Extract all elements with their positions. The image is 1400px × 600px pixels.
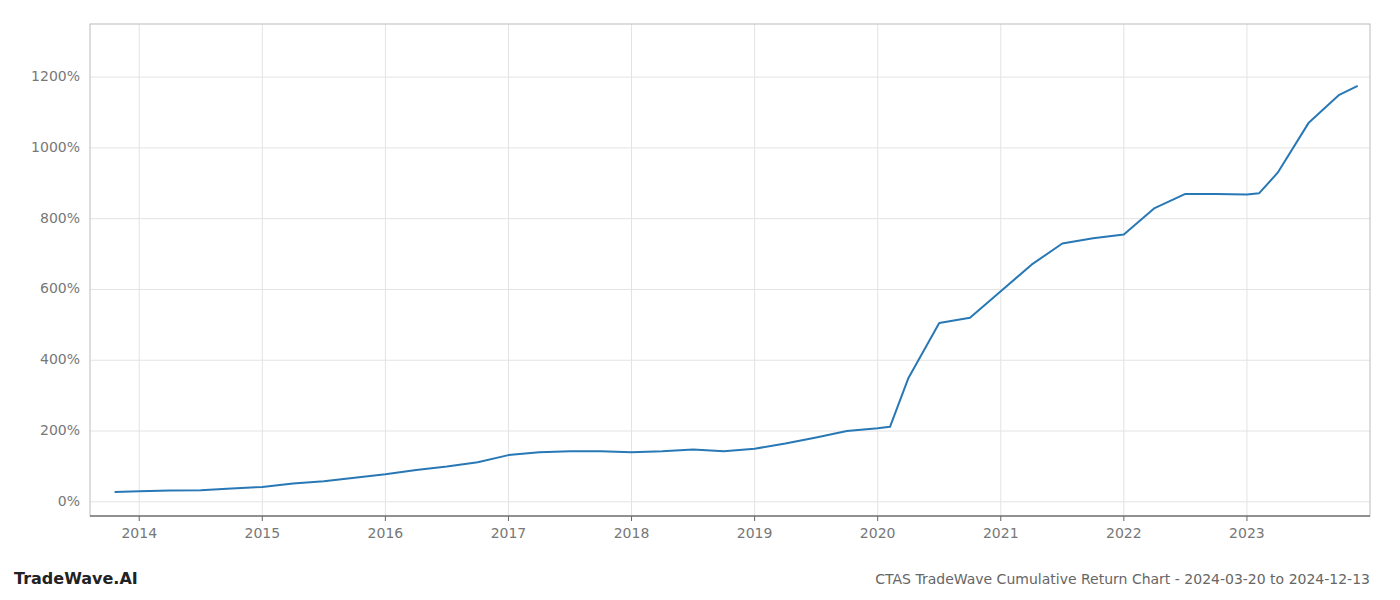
grid-line xyxy=(262,24,263,516)
tick-mark xyxy=(139,516,140,521)
tick-label: 2015 xyxy=(244,525,280,541)
grid-line xyxy=(90,147,1370,148)
grid-line xyxy=(1000,24,1001,516)
tick-mark xyxy=(1246,516,1247,521)
tick-label: 2023 xyxy=(1229,525,1265,541)
tick-mark xyxy=(1123,516,1124,521)
tick-mark xyxy=(631,516,632,521)
tick-mark xyxy=(754,516,755,521)
grid-line xyxy=(90,218,1370,219)
tick-mark xyxy=(1000,516,1001,521)
grid-line xyxy=(1246,24,1247,516)
grid-line xyxy=(90,501,1370,502)
grid-line xyxy=(1123,24,1124,516)
plot-frame xyxy=(90,24,1370,516)
grid-line xyxy=(90,431,1370,432)
grid-line xyxy=(139,24,140,516)
watermark: TradeWave.AI xyxy=(14,569,138,588)
tick-label: 2018 xyxy=(614,525,650,541)
tick-label: 2017 xyxy=(491,525,527,541)
grid-line xyxy=(90,289,1370,290)
tick-label: 800% xyxy=(40,210,80,226)
tick-label: 2021 xyxy=(983,525,1019,541)
tick-label: 600% xyxy=(40,280,80,296)
tick-mark xyxy=(385,516,386,521)
tick-label: 2019 xyxy=(737,525,773,541)
series xyxy=(115,86,1358,492)
axes: 0% 200% 400% 600% 800% 1000% 1200% 2014 2015 2016… xyxy=(31,24,1370,541)
line xyxy=(115,86,1358,492)
tick-label: 1200% xyxy=(31,68,80,84)
grid-line xyxy=(385,24,386,516)
grid-line xyxy=(508,24,509,516)
background xyxy=(0,0,1400,600)
grid-line xyxy=(90,77,1370,78)
tick-label: 2022 xyxy=(1106,525,1142,541)
grid xyxy=(90,24,1370,516)
tick-label: 2020 xyxy=(860,525,896,541)
x-axis-line xyxy=(90,516,1370,517)
grid-line xyxy=(631,24,632,516)
tick-mark xyxy=(877,516,878,521)
grid-line xyxy=(754,24,755,516)
tick-mark xyxy=(262,516,263,521)
tick-label: 2014 xyxy=(121,525,157,541)
grid-line xyxy=(877,24,878,516)
tick-label: 1000% xyxy=(31,139,80,155)
title: CTAS TradeWave Cumulative Return Chart -… xyxy=(875,571,1370,587)
chart: 0% 200% 400% 600% 800% 1000% 1200% 2014 2015 2016… xyxy=(0,0,1400,600)
tick-label: 200% xyxy=(40,422,80,438)
tick-label: 0% xyxy=(58,493,80,509)
tick-label: 2016 xyxy=(368,525,404,541)
tick-label: 400% xyxy=(40,351,80,367)
tick-mark xyxy=(508,516,509,521)
grid-line xyxy=(90,360,1370,361)
